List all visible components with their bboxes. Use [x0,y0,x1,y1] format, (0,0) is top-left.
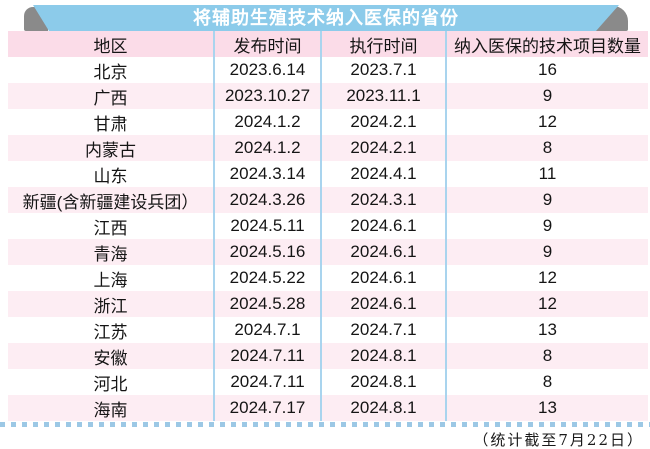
table-cell: 2024.8.1 [320,369,446,395]
table-cell: 8 [445,343,648,369]
table-cell: 12 [445,109,648,135]
table-cell: 2023.7.1 [320,57,446,83]
table-row: 甘肃 2024.1.2 2024.2.1 12 [8,109,648,135]
table-cell: 12 [445,291,648,317]
table-cell: 8 [445,369,648,395]
dotted-divider [0,422,650,427]
table-cell: 9 [445,213,648,239]
table-cell: 2024.8.1 [320,343,446,369]
table-cell: 2024.6.1 [320,239,446,265]
table-cell: 2024.3.26 [213,187,321,213]
table-cell: 2024.1.2 [213,135,321,161]
table-cell: 11 [445,161,648,187]
table-cell: 上海 [93,270,128,290]
table-cell: 2024.7.11 [213,369,321,395]
table-cell: 2024.8.1 [320,395,446,421]
title-ribbon: 将辅助生殖技术纳入医保的省份 [0,0,650,32]
table-cell: 广西 [93,88,128,108]
column-header: 执行时间 [320,31,446,57]
table-row: 河北 2024.7.11 2024.8.1 8 [8,369,648,395]
table-cell: 2024.5.22 [213,265,321,291]
table-cell: 9 [445,239,648,265]
table-cell: 2023.6.14 [213,57,321,83]
table-row: 江苏 2024.7.1 2024.7.1 13 [8,317,648,343]
table-cell: 2024.7.11 [213,343,321,369]
table-cell: 浙江 [93,296,128,316]
table-cell: 16 [445,57,648,83]
table-cell: 2024.6.1 [320,291,446,317]
table-cell: 2024.6.1 [320,213,446,239]
table-row: 江西 2024.5.11 2024.6.1 9 [8,213,648,239]
table-cell: 13 [445,395,648,421]
table-cell: 山东 [93,166,128,186]
table-cell: 2024.2.1 [320,109,446,135]
table-cell: 青海 [93,244,128,264]
table-cell: 江苏 [93,322,128,342]
table-row: 广西 2023.10.27 2023.11.1 9 [8,83,648,109]
table-cell: 2024.3.14 [213,161,321,187]
table-cell: 内蒙古 [85,140,136,160]
column-header: 发布时间 [213,31,321,57]
footnote: （统计截至7月22日） [473,431,644,449]
table-row: 山东 2024.3.14 2024.4.1 11 [8,161,648,187]
table-row: 北京 2023.6.14 2023.7.1 16 [8,57,648,83]
table-row: 安徽 2024.7.11 2024.8.1 8 [8,343,648,369]
table-cell: 8 [445,135,648,161]
table-cell: 2024.5.16 [213,239,321,265]
table-row: 新疆(含新疆建设兵团） 2024.3.26 2024.3.1 9 [8,187,648,213]
table-row: 上海 2024.5.22 2024.6.1 12 [8,265,648,291]
table-cell: 2024.6.1 [320,265,446,291]
table-cell: 2024.1.2 [213,109,321,135]
provinces-table: 地区 发布时间 执行时间 纳入医保的技术项目数量 北京 2023.6.14 2023.7.… [8,31,648,421]
table-cell: 9 [445,187,648,213]
table-cell: 2024.5.11 [213,213,321,239]
table-cell: 甘肃 [93,114,128,134]
column-header: 纳入医保的技术项目数量 [445,31,648,57]
table-cell: 河北 [93,374,128,394]
table-cell: 2023.11.1 [320,83,446,109]
table-body: 北京 2023.6.14 2023.7.1 16 广西 2023.10.27 2023.11… [8,57,648,421]
page-title: 将辅助生殖技术纳入医保的省份 [33,5,619,31]
table-cell: 2024.7.1 [213,317,321,343]
table-cell: 2024.5.28 [213,291,321,317]
table-cell: 2023.10.27 [213,83,321,109]
table-cell: 9 [445,83,648,109]
table-cell: 2024.7.17 [213,395,321,421]
table-cell: 12 [445,265,648,291]
header-row: 地区 发布时间 执行时间 纳入医保的技术项目数量 [8,31,648,57]
column-header: 地区 [93,36,128,56]
table-cell: 2024.4.1 [320,161,446,187]
table-cell: 13 [445,317,648,343]
table-cell: 江西 [93,218,128,238]
table-cell: 海南 [93,400,128,420]
table-cell: 新疆(含新疆建设兵团） [22,192,199,212]
table-row: 浙江 2024.5.28 2024.6.1 12 [8,291,648,317]
table-cell: 2024.7.1 [320,317,446,343]
table-cell: 安徽 [93,348,128,368]
table-row: 内蒙古 2024.1.2 2024.2.1 8 [8,135,648,161]
table-cell: 2024.2.1 [320,135,446,161]
table-row: 海南 2024.7.17 2024.8.1 13 [8,395,648,421]
table-cell: 北京 [93,62,128,82]
table-cell: 2024.3.1 [320,187,446,213]
table-row: 青海 2024.5.16 2024.6.1 9 [8,239,648,265]
